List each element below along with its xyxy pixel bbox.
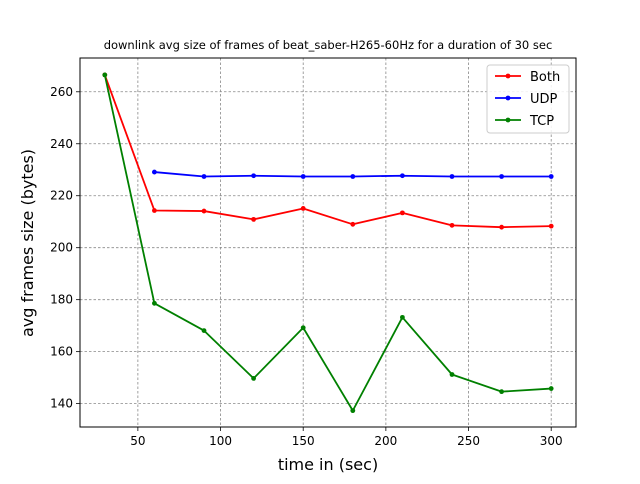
x-tick-label: 200 [374,434,397,448]
data-point-both [449,222,455,228]
data-point-both [201,208,207,214]
legend-label-both: Both [530,70,560,85]
data-point-udp [548,174,554,179]
x-axis-label: time in (sec) [278,455,378,474]
x-tick-label: 300 [540,434,563,448]
series-line-both [103,74,552,229]
data-point-both [400,210,405,216]
x-tick-label: 250 [457,434,480,448]
data-point-tcp [201,328,207,333]
data-point-tcp [449,372,455,377]
y-tick-label: 140 [50,397,73,411]
data-point-both [251,216,256,222]
data-point-udp [300,174,306,179]
data-point-udp [400,173,405,179]
y-axis-label: avg frames size (bytes) [18,149,37,337]
data-point-udp [152,169,157,175]
data-point-tcp [548,386,554,391]
data-point-tcp [251,376,256,381]
x-tick-label: 100 [209,434,232,448]
legend-label-tcp: TCP [529,114,554,129]
data-point-udp [201,174,207,179]
data-point-tcp [350,408,356,414]
data-point-tcp [300,325,306,331]
data-point-both [548,223,554,229]
y-tick-label: 160 [50,345,73,359]
y-tick-label: 180 [50,293,73,307]
data-point-udp [350,174,356,179]
series-line-tcp [103,74,552,412]
data-point-tcp [102,72,108,78]
data-point-both [499,224,504,230]
x-tick-label: 50 [130,434,145,448]
legend-marker-both [505,73,511,79]
data-point-tcp [499,389,504,395]
y-tick-label: 200 [50,241,73,255]
legend-box [486,64,570,134]
data-point-both [300,206,306,211]
legend-label-udp: UDP [530,92,558,107]
data-point-tcp [152,300,157,306]
plot-frame [79,57,577,428]
data-point-udp [251,173,256,179]
data-point-udp [449,174,455,179]
legend-marker-tcp [505,117,511,123]
y-tick-label: 240 [50,137,73,151]
legend-marker-udp [505,95,511,101]
chart-title: downlink avg size of frames of beat_sabe… [104,38,553,52]
x-tick-label: 150 [292,434,315,448]
y-tick-label: 260 [50,85,73,99]
data-point-tcp [400,314,405,320]
data-point-both [350,221,356,227]
y-tick-label: 220 [50,189,73,203]
data-point-both [152,208,157,213]
data-point-udp [499,174,504,179]
